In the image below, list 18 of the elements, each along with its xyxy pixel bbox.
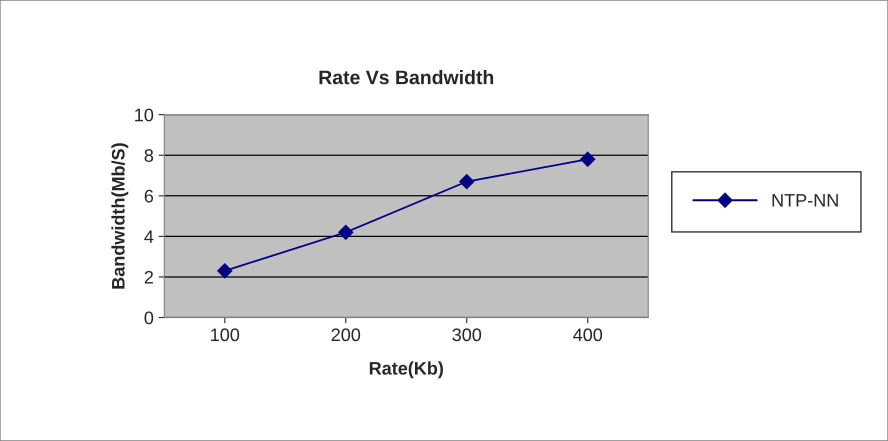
y-tick-label: 10 bbox=[135, 108, 154, 122]
y-tick-label: 8 bbox=[144, 149, 154, 162]
point bbox=[459, 174, 474, 190]
y-tick-label: 4 bbox=[144, 230, 154, 243]
point bbox=[580, 152, 596, 167]
point bbox=[217, 263, 232, 278]
x-tick-label: 100 bbox=[211, 328, 240, 342]
x-tick-label: 200 bbox=[332, 328, 360, 342]
point bbox=[338, 224, 354, 240]
legend-label: NTP-NN bbox=[772, 194, 838, 207]
chart-title: Rate Vs Bandwidth bbox=[320, 70, 494, 84]
y-tick-label: 2 bbox=[144, 270, 153, 284]
x-axis-title: Rate(Kb) bbox=[370, 361, 443, 378]
y-tick-label: 0 bbox=[144, 311, 154, 324]
x-tick-label: 400 bbox=[573, 328, 602, 342]
x-tick-label: 300 bbox=[452, 328, 482, 342]
y-tick-label: 6 bbox=[144, 190, 154, 203]
y-axis-title: Bandwidth(Mb/S) bbox=[111, 143, 128, 289]
